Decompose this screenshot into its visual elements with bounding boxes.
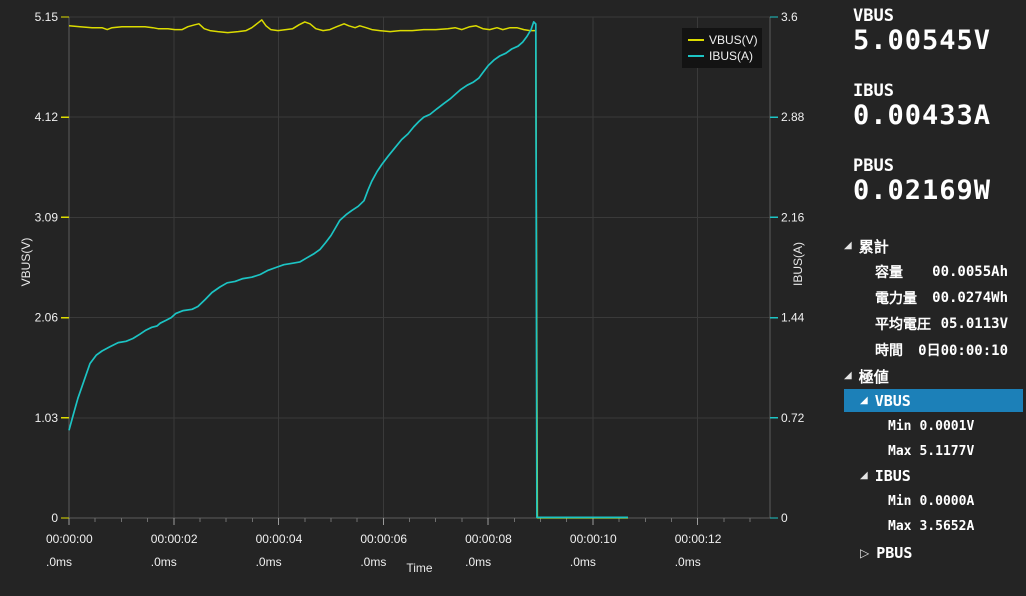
min-label: Min bbox=[888, 418, 912, 434]
vbus-max-row[interactable]: Max 5.1177V bbox=[888, 443, 974, 459]
svg-text:.0ms: .0ms bbox=[46, 555, 72, 569]
extremes-group-ibus[interactable]: ◢ IBUS bbox=[844, 464, 1023, 487]
svg-text:IBUS(A): IBUS(A) bbox=[791, 242, 805, 286]
svg-text:2.88: 2.88 bbox=[781, 110, 805, 124]
svg-text:5.15: 5.15 bbox=[35, 10, 59, 24]
svg-text:4.12: 4.12 bbox=[35, 110, 59, 124]
totals-row-avg-voltage[interactable]: 平均電圧 05.0113V bbox=[875, 315, 1008, 333]
totals-row-capacity[interactable]: 容量 00.0055Ah bbox=[875, 263, 1008, 281]
meter-ibus-name: IBUS bbox=[853, 81, 894, 101]
svg-text:00:00:02: 00:00:02 bbox=[151, 532, 198, 546]
axes-and-grid bbox=[61, 16, 778, 525]
chart-legend: VBUS(V) IBUS(A) bbox=[682, 28, 762, 68]
ibus-min-row[interactable]: Min 0.0000A bbox=[888, 493, 974, 509]
extremes-group-vbus-label: VBUS bbox=[874, 391, 911, 410]
svg-text:.0ms: .0ms bbox=[151, 555, 177, 569]
totals-value: 0日00:00:10 bbox=[918, 343, 1008, 359]
svg-text:00:00:04: 00:00:04 bbox=[256, 532, 303, 546]
sidebar: VBUS 5.00545V IBUS 0.00433A PBUS 0.02169… bbox=[820, 0, 1026, 596]
svg-text:00:00:06: 00:00:06 bbox=[360, 532, 407, 546]
totals-label: 電力量 bbox=[875, 290, 917, 306]
expander-expanded-icon[interactable]: ◢ bbox=[860, 394, 868, 406]
totals-title: 累計 bbox=[858, 238, 889, 256]
svg-text:.0ms: .0ms bbox=[256, 555, 282, 569]
expander-expanded-icon[interactable]: ◢ bbox=[860, 469, 868, 481]
svg-text:1.44: 1.44 bbox=[781, 311, 805, 325]
ibus-line bbox=[68, 21, 628, 519]
svg-text:Time: Time bbox=[406, 561, 433, 575]
max-value: 3.5652A bbox=[919, 518, 975, 534]
chart-pane: 0 1.03 2.06 3.09 4.12 5.15 0 0.72 1.44 2.16 2.88 3.… bbox=[0, 0, 820, 596]
svg-text:.0ms: .0ms bbox=[360, 555, 386, 569]
min-label: Min bbox=[888, 493, 912, 509]
meter-pbus-name: PBUS bbox=[853, 156, 894, 176]
svg-text:3.6: 3.6 bbox=[781, 10, 798, 24]
ibus-line-swatch-icon bbox=[688, 55, 704, 57]
svg-text:.0ms: .0ms bbox=[465, 555, 491, 569]
meter-ibus: IBUS 0.00433A bbox=[853, 81, 991, 131]
vbus-min-row[interactable]: Min 0.0001V bbox=[888, 418, 974, 434]
expander-collapsed-icon[interactable]: ▷ bbox=[860, 545, 870, 560]
extremes-group-pbus[interactable]: ▷ PBUS bbox=[844, 541, 1023, 564]
svg-text:0: 0 bbox=[781, 511, 788, 525]
vbus-line bbox=[68, 19, 628, 519]
min-value: 0.0001V bbox=[919, 418, 975, 434]
meter-vbus-value: 5.00545V bbox=[853, 25, 992, 56]
svg-text:VBUS(V): VBUS(V) bbox=[19, 238, 33, 287]
svg-text:0: 0 bbox=[51, 511, 58, 525]
extremes-group-vbus[interactable]: ◢ VBUS bbox=[844, 389, 1023, 412]
svg-text:00:00:00: 00:00:00 bbox=[46, 532, 93, 546]
min-value: 0.0000A bbox=[919, 493, 975, 509]
svg-text:3.09: 3.09 bbox=[35, 210, 59, 224]
totals-label: 時間 bbox=[875, 342, 903, 358]
svg-text:00:00:12: 00:00:12 bbox=[675, 532, 722, 546]
svg-text:2.06: 2.06 bbox=[35, 311, 59, 325]
meter-pbus-value: 0.02169W bbox=[853, 175, 992, 206]
extremes-group-pbus-label: PBUS bbox=[876, 543, 913, 562]
expander-expanded-icon[interactable]: ◢ bbox=[844, 370, 852, 381]
max-label: Max bbox=[888, 443, 912, 459]
meter-pbus: PBUS 0.02169W bbox=[853, 156, 991, 206]
totals-label: 平均電圧 bbox=[875, 316, 931, 332]
svg-text:0.72: 0.72 bbox=[781, 411, 805, 425]
extremes-section-header[interactable]: ◢ 極値 bbox=[844, 366, 889, 386]
legend-item-vbus[interactable]: VBUS(V) bbox=[688, 32, 762, 48]
legend-item-ibus[interactable]: IBUS(A) bbox=[688, 48, 762, 64]
max-value: 5.1177V bbox=[919, 443, 975, 459]
totals-value: 00.0274Wh bbox=[932, 290, 1008, 306]
totals-label: 容量 bbox=[875, 264, 903, 280]
legend-label-ibus: IBUS(A) bbox=[709, 49, 754, 63]
ibus-max-row[interactable]: Max 3.5652A bbox=[888, 518, 974, 534]
meter-vbus-name: VBUS bbox=[853, 6, 894, 26]
legend-label-vbus: VBUS(V) bbox=[709, 33, 758, 47]
svg-text:1.03: 1.03 bbox=[35, 411, 59, 425]
totals-value: 05.0113V bbox=[940, 316, 1008, 332]
svg-text:00:00:10: 00:00:10 bbox=[570, 532, 617, 546]
totals-section-header[interactable]: ◢ 累計 bbox=[844, 236, 889, 256]
extremes-title: 極値 bbox=[858, 368, 889, 386]
svg-text:2.16: 2.16 bbox=[781, 210, 805, 224]
meter-vbus: VBUS 5.00545V bbox=[853, 6, 991, 56]
svg-text:.0ms: .0ms bbox=[570, 555, 596, 569]
extremes-group-ibus-label: IBUS bbox=[874, 466, 911, 485]
meter-ibus-value: 0.00433A bbox=[853, 100, 992, 131]
expander-expanded-icon[interactable]: ◢ bbox=[844, 240, 852, 251]
max-label: Max bbox=[888, 518, 912, 534]
totals-value: 00.0055Ah bbox=[932, 264, 1008, 280]
vbus-line-swatch-icon bbox=[688, 39, 704, 41]
totals-row-time[interactable]: 時間 0日00:00:10 bbox=[875, 341, 1008, 359]
totals-row-energy[interactable]: 電力量 00.0274Wh bbox=[875, 289, 1008, 307]
chart-plot[interactable]: 0 1.03 2.06 3.09 4.12 5.15 0 0.72 1.44 2.16 2.88 3.… bbox=[0, 0, 820, 596]
svg-text:00:00:08: 00:00:08 bbox=[465, 532, 512, 546]
svg-text:.0ms: .0ms bbox=[675, 555, 701, 569]
